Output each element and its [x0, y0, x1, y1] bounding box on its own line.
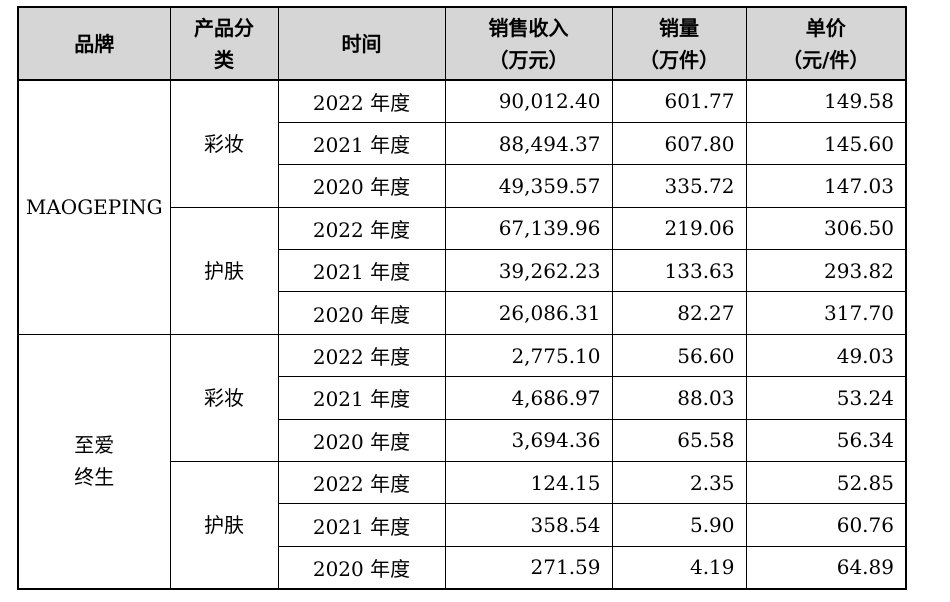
- year-cell: 2020 年度: [277, 291, 446, 335]
- revenue-cell: 124.15: [444, 461, 613, 505]
- category-cell: 彩妆: [169, 79, 279, 208]
- header-unit-price: 单价 （元/件）: [745, 6, 907, 81]
- year-cell: 2021 年度: [277, 503, 446, 547]
- year-cell: 2022 年度: [277, 206, 446, 251]
- year-cell: 2021 年度: [277, 376, 446, 420]
- header-volume: 销量 （万件）: [611, 6, 747, 81]
- volume-cell: 88.03: [611, 376, 747, 420]
- table-row: 护肤 2022 年度 67,139.96 219.06 306.50: [18, 206, 907, 335]
- year-cell: 2020 年度: [277, 545, 446, 590]
- year-cell: 2021 年度: [277, 249, 446, 293]
- volume-cell: 56.60: [611, 333, 747, 378]
- unit-price-cell: 149.58: [745, 79, 907, 123]
- header-time-label: 时间: [341, 31, 382, 56]
- table-row: 2021 年度 4,686.97 88.03 53.24: [18, 376, 907, 420]
- category-cell: 护肤: [169, 461, 279, 590]
- category-cell: 护肤: [169, 206, 279, 335]
- unit-price-cell: 53.24: [745, 376, 907, 420]
- volume-cell: 219.06: [611, 206, 747, 251]
- brand-cell: 至爱 终生: [17, 333, 171, 590]
- table-row: 2021 年度 358.54 5.90 60.76: [18, 503, 907, 547]
- header-brand: 品牌: [17, 6, 171, 81]
- header-brand-label: 品牌: [74, 31, 115, 56]
- revenue-cell: 4,686.97: [444, 376, 613, 420]
- brand-name-line: 至爱: [74, 433, 115, 458]
- brand-name-line: MAOGEPING: [25, 195, 163, 220]
- brand-name-line: 终生: [74, 465, 115, 490]
- category-cell: 彩妆: [169, 333, 279, 463]
- volume-cell: 4.19: [611, 545, 747, 590]
- volume-cell: 335.72: [611, 164, 747, 208]
- unit-price-cell: 306.50: [745, 206, 907, 251]
- header-revenue-line-1: 销售收入: [488, 15, 569, 40]
- year-cell: 2022 年度: [277, 333, 446, 378]
- table-body: MAOGEPING 彩妆 2022 年度 90,012.40 601.77 149.58 2…: [17, 79, 907, 590]
- unit-price-cell: 52.85: [745, 461, 907, 505]
- revenue-cell: 67,139.96: [444, 206, 613, 251]
- header-category-line-1: 产品分: [194, 15, 254, 40]
- year-cell: 2020 年度: [277, 418, 446, 463]
- volume-cell: 5.90: [611, 503, 747, 547]
- header-revenue: 销售收入 （万元）: [444, 6, 613, 81]
- header-volume-line-1: 销量: [659, 15, 699, 40]
- header-revenue-line-2: （万元）: [488, 47, 569, 72]
- unit-price-cell: 56.34: [745, 418, 907, 463]
- table-row: 护肤 2022 年度 124.15 2.35 52.85: [18, 461, 907, 590]
- revenue-cell: 88,494.37: [444, 121, 613, 166]
- volume-cell: 82.27: [611, 291, 747, 335]
- header-unit-price-line-1: 单价: [805, 15, 846, 40]
- revenue-cell: 271.59: [444, 545, 613, 590]
- unit-price-cell: 145.60: [745, 121, 907, 166]
- table-row: 2021 年度 39,262.23 133.63 293.82: [18, 249, 907, 293]
- sales-table: 品牌 产品分 类 时间 销售收入 （万元） 销量 （万件） 单价 （元/件） M…: [17, 6, 907, 590]
- revenue-cell: 49,359.57: [444, 164, 613, 208]
- brand-cell: MAOGEPING: [17, 79, 171, 335]
- revenue-cell: 39,262.23: [444, 249, 613, 293]
- revenue-cell: 90,012.40: [444, 79, 613, 123]
- volume-cell: 133.63: [611, 249, 747, 293]
- revenue-cell: 2,775.10: [444, 333, 613, 378]
- unit-price-cell: 317.70: [745, 291, 907, 335]
- table-row: 2020 年度 3,694.36 65.58 56.34: [18, 418, 907, 463]
- unit-price-cell: 293.82: [745, 249, 907, 293]
- year-cell: 2021 年度: [277, 121, 446, 166]
- unit-price-cell: 49.03: [745, 333, 907, 378]
- header-category: 产品分 类: [169, 6, 279, 81]
- header-volume-line-2: （万件）: [639, 47, 719, 72]
- year-cell: 2022 年度: [277, 461, 446, 505]
- revenue-cell: 26,086.31: [444, 291, 613, 335]
- unit-price-cell: 147.03: [745, 164, 907, 208]
- table-row: 2020 年度 26,086.31 82.27 317.70: [18, 291, 907, 335]
- table-row: 2020 年度 271.59 4.19 64.89: [18, 545, 907, 590]
- header-unit-price-line-2: （元/件）: [782, 47, 870, 72]
- revenue-cell: 358.54: [444, 503, 613, 547]
- unit-price-cell: 64.89: [745, 545, 907, 590]
- unit-price-cell: 60.76: [745, 503, 907, 547]
- year-cell: 2022 年度: [277, 79, 446, 123]
- header-category-line-2: 类: [214, 47, 234, 72]
- volume-cell: 2.35: [611, 461, 747, 505]
- volume-cell: 65.58: [611, 418, 747, 463]
- table-row: MAOGEPING 彩妆 2022 年度 90,012.40 601.77 149.58: [17, 79, 907, 335]
- revenue-cell: 3,694.36: [444, 418, 613, 463]
- table-row: 至爱 终生 彩妆 2022 年度 2,775.10 56.60 49.03: [17, 333, 907, 590]
- volume-cell: 601.77: [611, 79, 747, 123]
- table-header: 品牌 产品分 类 时间 销售收入 （万元） 销量 （万件） 单价 （元/件）: [17, 6, 907, 81]
- header-time: 时间: [277, 6, 446, 81]
- year-cell: 2020 年度: [277, 164, 446, 208]
- header-row: 品牌 产品分 类 时间 销售收入 （万元） 销量 （万件） 单价 （元/件）: [17, 6, 907, 81]
- volume-cell: 607.80: [611, 121, 747, 166]
